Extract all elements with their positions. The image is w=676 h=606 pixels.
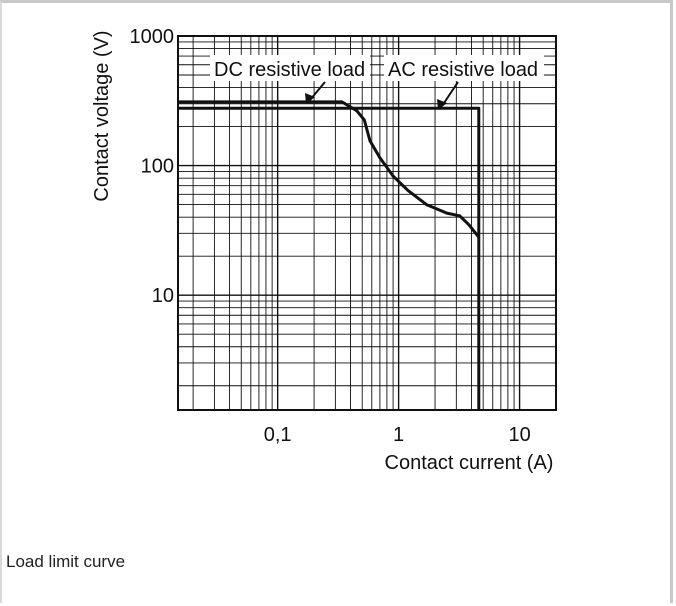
y-axis-label: Contact voltage (V) [91, 30, 113, 201]
load-limit-chart: 0,1 1 10 10 100 1000 DC resistive load AC res… [91, 26, 557, 474]
x-tick-label: 10 [508, 424, 530, 446]
chart-grid [178, 36, 556, 410]
x-tick-label: 1 [393, 424, 404, 446]
y-tick-label: 1000 [130, 26, 175, 48]
series-line-ac [178, 106, 481, 410]
ac-legend-label: AC resistive load [388, 59, 538, 81]
y-tick-label: 100 [141, 156, 174, 178]
x-tick-label: 0,1 [264, 424, 292, 446]
series-line-dc [178, 100, 480, 239]
ac-leader-arrow [437, 81, 459, 110]
plot-area-border [177, 35, 557, 411]
dc-legend-bg [210, 55, 370, 81]
dc-legend-label: DC resistive load [214, 59, 365, 81]
figure-caption: Load limit curve [6, 552, 126, 571]
series-layer [178, 100, 481, 410]
ac-legend-bg [384, 55, 544, 81]
y-tick-label: 10 [152, 285, 174, 307]
dc-leader-arrow [305, 81, 326, 104]
x-axis-label: Contact current (A) [385, 452, 554, 474]
tick-labels: 0,1 1 10 10 100 1000 [130, 26, 531, 446]
